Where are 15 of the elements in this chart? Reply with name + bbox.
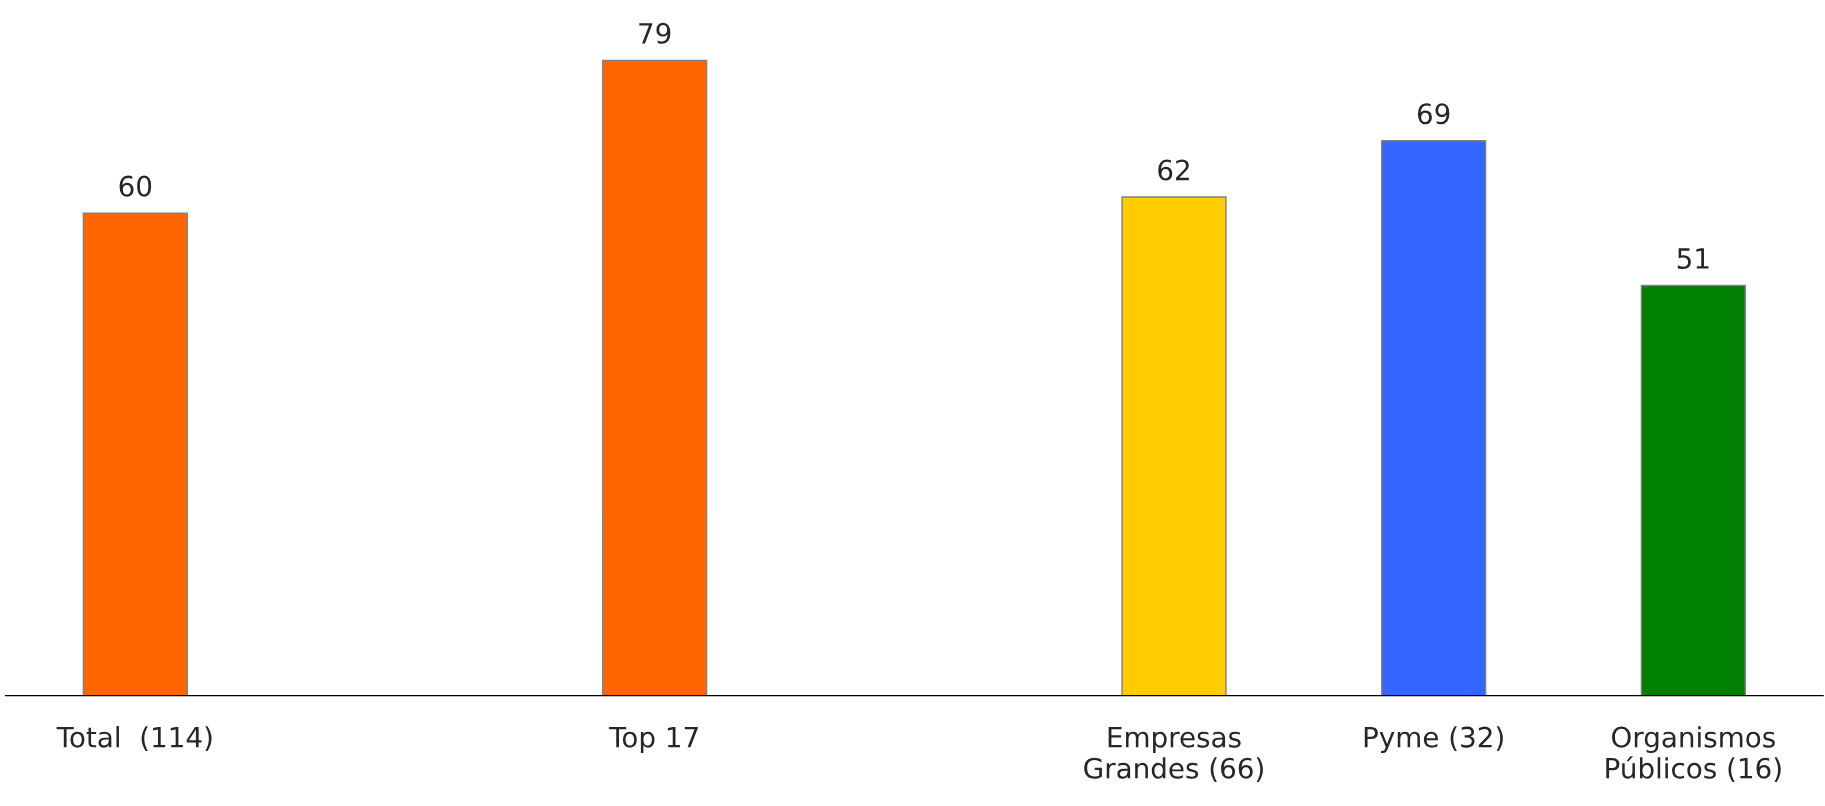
x-tick-label: Organismos Públicos (16) (1606, 726, 1781, 783)
data-label: 79 (639, 22, 671, 44)
bar (1640, 284, 1746, 696)
bar (602, 59, 708, 696)
data-label: 60 (119, 175, 152, 197)
bar (1381, 140, 1487, 696)
x-tick-label: Top 17 (609, 726, 698, 754)
x-tick-label: Empresas Grandes (66) (1084, 726, 1263, 783)
data-label: 69 (1417, 103, 1450, 125)
data-label: 51 (1677, 248, 1709, 269)
data-label: 62 (1158, 159, 1189, 181)
x-tick-label: Total (114) (56, 726, 212, 751)
bar (82, 212, 188, 696)
x-tick-label: Pyme (32) (1364, 726, 1503, 754)
bar (1121, 196, 1227, 696)
